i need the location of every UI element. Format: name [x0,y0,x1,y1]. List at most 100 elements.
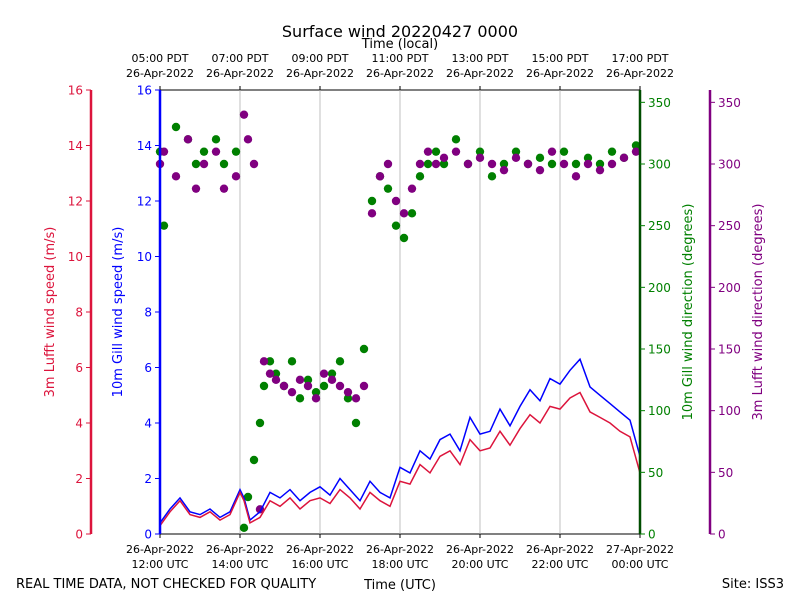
3m-lufft-wind-direction-point [463,159,473,169]
3m-lufft-wind-direction-point [359,381,369,391]
10m-gill-wind-direction-point [547,159,557,169]
3m-lufft-wind-direction-point [535,165,545,175]
x-axis-label: Time (UTC) [363,578,436,593]
3m-lufft-wind-direction-point [171,172,181,181]
3m-lufft-wind-direction-point [595,165,605,175]
quality-disclaimer: REAL TIME DATA, NOT CHECKED FOR QUALITY [16,577,316,592]
10m-gill-wind-speed-line [159,357,641,524]
lufft-direction-axis-label: 3m Lufft wind direction (degrees) [751,204,766,421]
top-time-axis: 05:00 PDT 26-Apr-2022 07:00 PDT 26-Apr-2022… [126,52,674,90]
10m-gill-wind-direction-point [607,147,617,156]
10m-gill-wind-direction-point [219,159,229,169]
3m-lufft-wind-direction-point [607,159,617,169]
10m-gill-wind-direction-point [351,418,361,428]
lufft-speed-tick-label: 0 [75,528,83,542]
lufft-direction-axis: 3m Lufft wind direction (degrees) 0 50 100… [708,90,766,542]
3m-lufft-wind-direction-point [487,159,497,169]
10m-gill-wind-direction-point [511,147,521,156]
gill-dir-tick-label: 150 [648,343,671,357]
top-axis-label: Time (local) [361,37,438,52]
10m-gill-wind-direction-point [359,344,369,354]
10m-gill-wind-direction-point [287,357,297,366]
top-tick-label-time: 07:00 PDT [211,52,268,65]
10m-gill-wind-direction-point [259,381,269,391]
gill-speed-tick-label: 12 [137,195,152,209]
10m-gill-wind-direction-point [295,394,305,403]
3m-lufft-wind-direction-point [367,209,377,218]
3m-lufft-wind-direction-point [619,153,629,163]
lufft-dir-tick-label: 100 [718,404,741,418]
top-tick-label-time: 17:00 PDT [611,52,668,65]
3m-lufft-wind-direction-point [391,196,401,206]
3m-lufft-wind-direction-point [319,369,329,378]
3m-lufft-wind-direction-point [571,172,581,181]
lufft-dir-tick-label: 300 [718,158,741,172]
3m-lufft-wind-direction-point [287,387,297,397]
lufft-dir-tick-label: 50 [718,466,733,480]
10m-gill-wind-direction-point [271,369,281,378]
3m-lufft-wind-direction-point [547,147,557,156]
10m-gill-wind-direction-point [171,122,181,132]
10m-gill-wind-direction-point [239,523,249,533]
lufft-speed-axis: 3m Lufft wind speed (m/s) 0 2 4 6 8 10 12 14 16 [43,84,93,542]
gill-dir-tick-label: 50 [648,466,663,480]
3m-lufft-wind-direction-point [295,375,305,385]
lufft-speed-tick-label: 14 [68,139,83,153]
gill-speed-tick-label: 4 [144,417,152,431]
bottom-tick-label-date: 26-Apr-2022 [206,543,274,556]
3m-lufft-wind-direction-point [259,357,269,366]
gill-speed-axis-label: 10m Gill wind speed (m/s) [111,227,126,398]
10m-gill-wind-direction-point [311,387,321,397]
3m-lufft-wind-direction-point [191,184,201,193]
lufft-speed-tick-label: 10 [68,250,83,264]
3m-lufft-wind-direction-point [407,184,417,193]
3m-lufft-wind-direction-point [279,381,289,391]
top-tick-label-date: 26-Apr-2022 [606,67,674,80]
10m-gill-wind-direction-point [159,221,169,230]
10m-gill-wind-direction-point [415,172,425,181]
bottom-tick-label-date: 26-Apr-2022 [526,543,594,556]
3m-lufft-wind-direction-point [423,147,433,156]
top-tick-label-date: 26-Apr-2022 [526,67,594,80]
3m-lufft-wind-direction-point [631,147,641,156]
10m-gill-wind-direction-point [327,369,337,378]
3m-lufft-wind-direction-point [475,153,485,163]
10m-gill-wind-direction-point [335,357,345,366]
bottom-tick-label-date: 26-Apr-2022 [446,543,514,556]
10m-gill-wind-direction-point [391,221,401,230]
bottom-tick-label-date: 26-Apr-2022 [286,543,354,556]
lufft-dir-tick-label: 250 [718,219,741,233]
bottom-tick-label-time: 20:00 UTC [451,558,508,571]
gill-speed-tick-label: 16 [137,84,152,98]
top-tick-label-time: 11:00 PDT [371,52,428,65]
gill-dir-tick-label: 350 [648,96,671,110]
top-tick-label-date: 26-Apr-2022 [446,67,514,80]
10m-gill-wind-direction-point [199,147,209,156]
10m-gill-wind-direction-point [439,159,449,169]
gill-speed-tick-label: 8 [144,306,152,320]
top-tick-label-date: 26-Apr-2022 [366,67,434,80]
3m-lufft-wind-direction-point [303,381,313,391]
3m-lufft-wind-direction-point [439,153,449,163]
lufft-speed-tick-label: 2 [75,472,83,486]
gill-dir-tick-label: 300 [648,158,671,172]
10m-gill-wind-direction-point [343,394,353,403]
bottom-tick-label-date: 26-Apr-2022 [126,543,194,556]
bottom-tick-label-time: 18:00 UTC [371,558,428,571]
3m-lufft-wind-direction-point [249,159,259,169]
3m-lufft-wind-direction-point [559,159,569,169]
3m-lufft-wind-direction-point [431,159,441,169]
3m-lufft-wind-direction-point [415,159,425,169]
gill-dir-tick-label: 200 [648,281,671,295]
10m-gill-wind-direction-point [535,153,545,163]
3m-lufft-wind-direction-point [265,369,275,378]
lufft-speed-tick-label: 4 [75,417,83,431]
10m-gill-wind-direction-point [303,375,313,385]
lufft-speed-tick-label: 16 [68,84,83,98]
10m-gill-wind-direction-point [475,147,485,156]
bottom-tick-label-time: 16:00 UTC [291,558,348,571]
gill-speed-tick-label: 10 [137,250,152,264]
10m-gill-wind-direction-point [571,159,581,169]
10m-gill-wind-direction-point [423,159,433,169]
3m-lufft-wind-direction-point [183,135,193,144]
